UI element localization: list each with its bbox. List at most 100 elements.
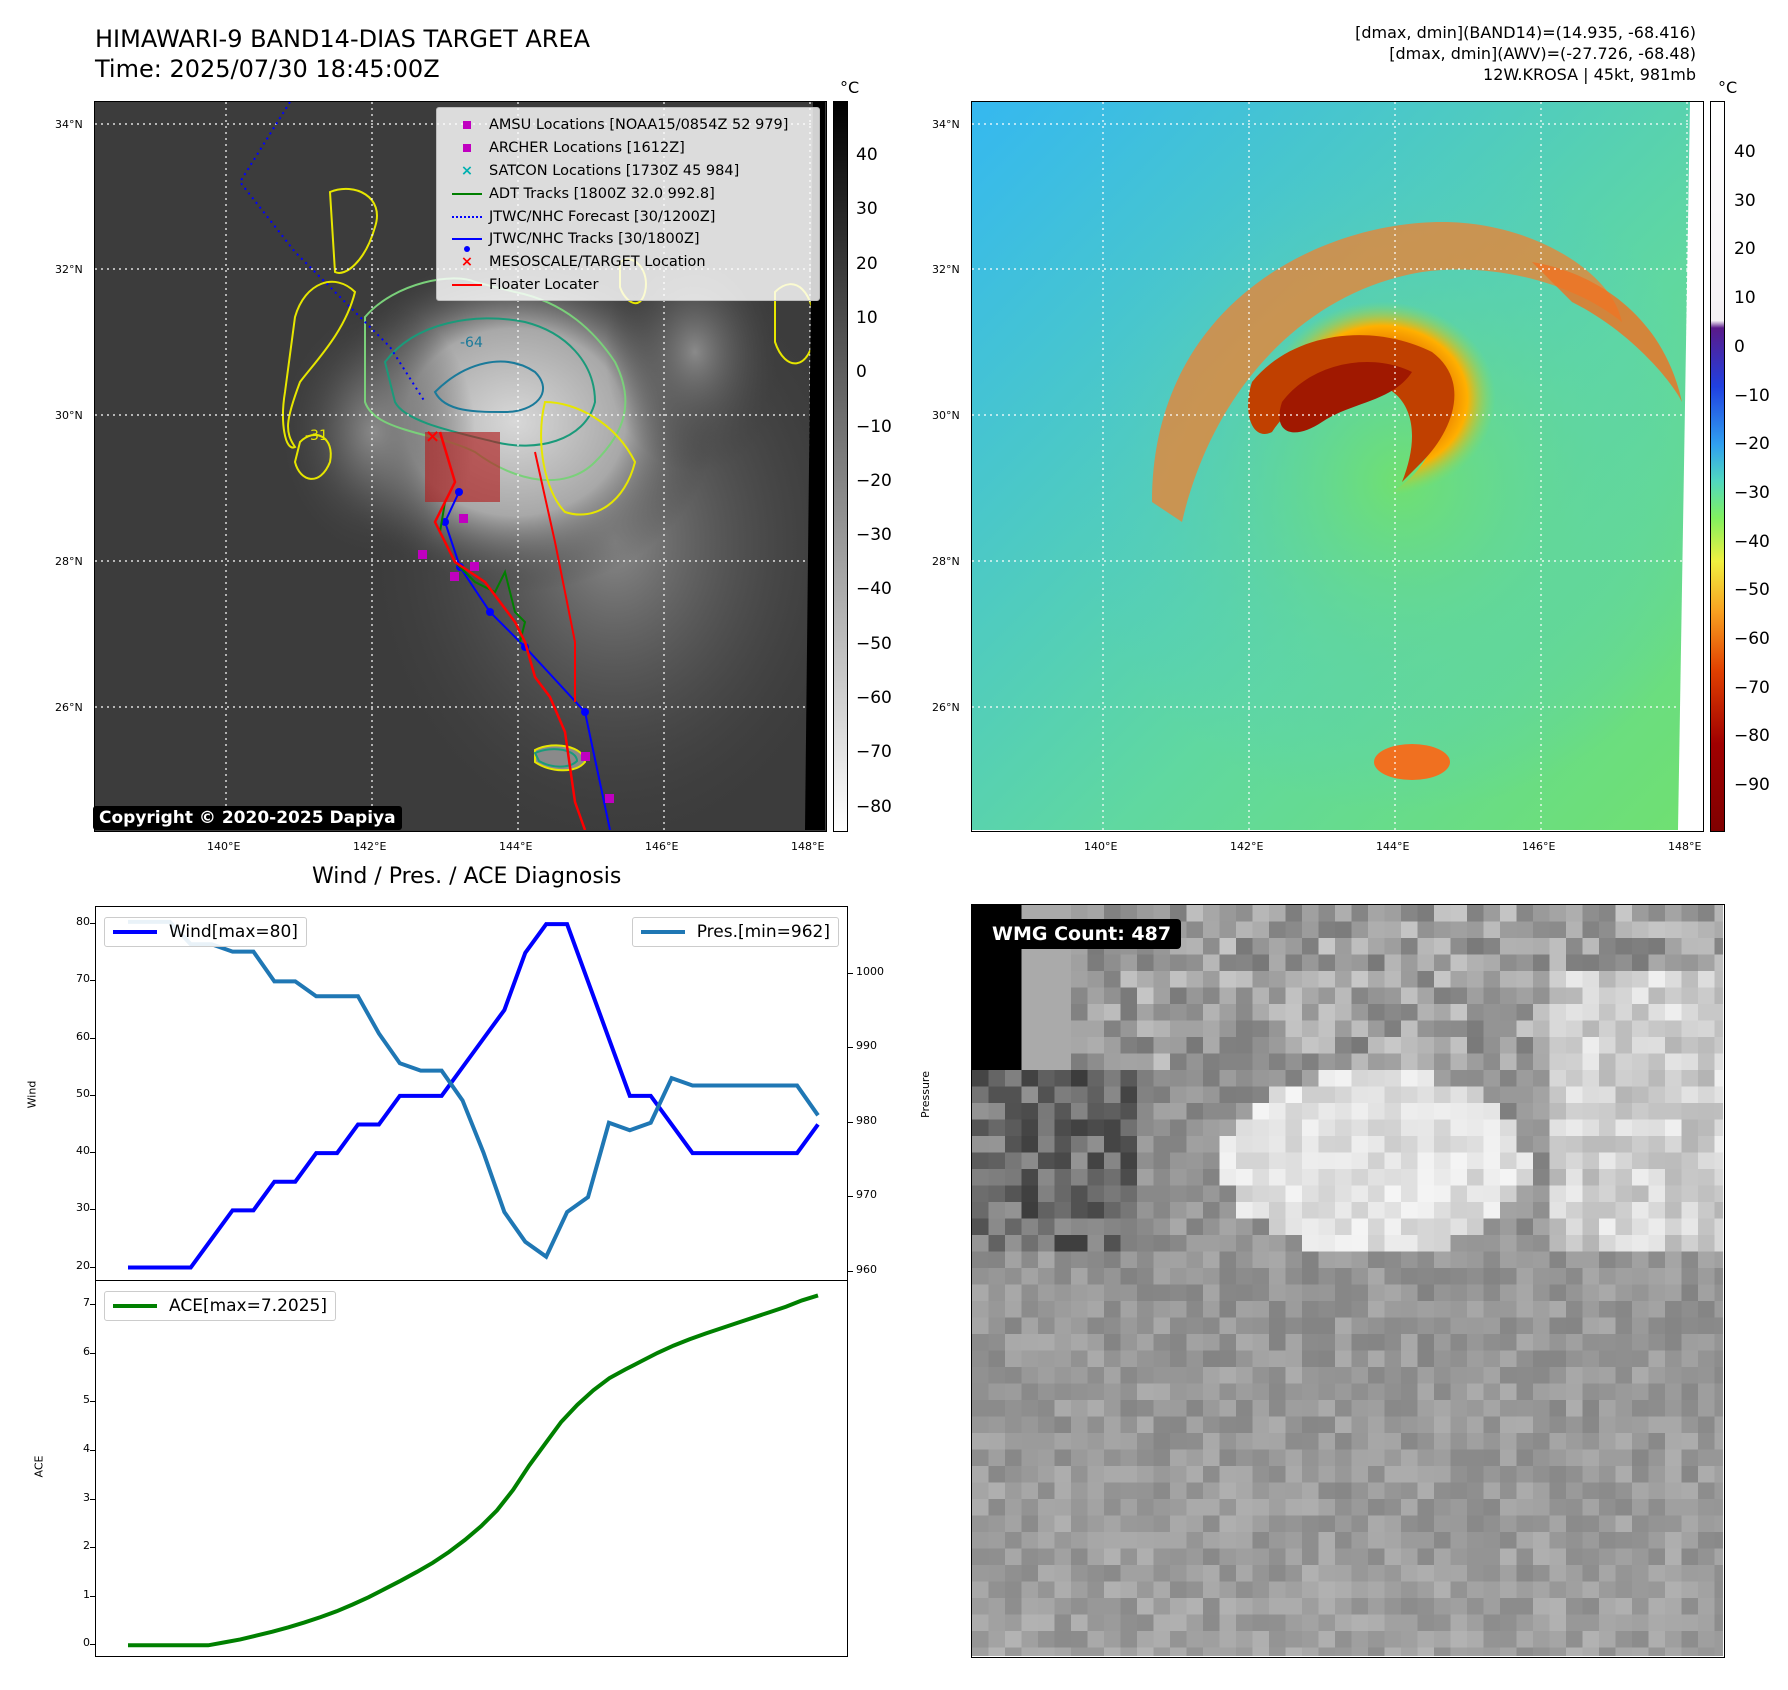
pres-y-tick-mark bbox=[848, 1196, 853, 1198]
pres-y-tick: 970 bbox=[856, 1188, 877, 1202]
ace-legend: ACE[max=7.2025] bbox=[104, 1291, 336, 1321]
legend-item-target: × MESOSCALE/TARGET Location bbox=[460, 254, 706, 271]
lat-label-26: 26°N bbox=[55, 701, 83, 714]
right-colorbar-tick: −90 bbox=[1734, 775, 1770, 796]
pres-legend: Pres.[min=962] bbox=[631, 917, 839, 947]
left-colorbar-tick: −50 bbox=[856, 633, 892, 654]
left-colorbar-tick: −40 bbox=[856, 579, 892, 600]
pres-y-tick: 990 bbox=[856, 1039, 877, 1053]
left-colorbar-tick: −70 bbox=[856, 742, 892, 763]
ace-y-tick: 4 bbox=[83, 1442, 90, 1455]
floater-locater-2 bbox=[534, 451, 576, 702]
contour-label-cold: -64 bbox=[460, 335, 483, 351]
pres-y-tick: 960 bbox=[856, 1262, 877, 1276]
wind-y-tick: 60 bbox=[76, 1029, 90, 1043]
lat-label-28: 28°N bbox=[55, 555, 83, 568]
lon-label-148: 148°E bbox=[791, 840, 825, 853]
wmg-count-badge: WMG Count: 487 bbox=[982, 919, 1182, 949]
legend-item-amsu: AMSU Locations [NOAA15/0854Z 52 979] bbox=[445, 114, 811, 137]
ace-y-tick: 3 bbox=[83, 1490, 90, 1504]
awv-lat-label-32: 32°N bbox=[932, 263, 960, 276]
left-colorbar-tick: 0 bbox=[856, 362, 867, 383]
wind-y-tick-mark bbox=[90, 1152, 95, 1154]
left-colorbar-tick: −10 bbox=[856, 416, 892, 437]
left-colorbar-tick: 20 bbox=[856, 253, 878, 274]
legend-item-adt: ADT Tracks [1800Z 32.0 992.8] bbox=[445, 182, 811, 205]
left-colorbar-unit: °C bbox=[840, 78, 860, 97]
wind-y-tick: 50 bbox=[76, 1086, 90, 1100]
ace-y-tick-mark bbox=[90, 1304, 95, 1306]
ace-y-tick: 0 bbox=[83, 1636, 90, 1650]
wind-legend: Wind[max=80] bbox=[104, 917, 307, 947]
left-colorbar bbox=[833, 101, 848, 832]
right-colorbar bbox=[1710, 101, 1725, 832]
pres-y-tick-mark bbox=[848, 1270, 853, 1272]
lon-label-144: 144°E bbox=[499, 840, 533, 853]
awv-lat-label-28: 28°N bbox=[932, 555, 960, 568]
wind-y-tick: 70 bbox=[76, 972, 90, 986]
awv-lat-label-30: 30°N bbox=[932, 409, 960, 422]
awv-gridlines bbox=[972, 102, 1702, 830]
contour-label-warm: -31 bbox=[305, 428, 328, 444]
left-colorbar-tick: −20 bbox=[856, 470, 892, 491]
figure-title: HIMAWARI-9 BAND14-DIAS TARGET AREA Time: … bbox=[95, 25, 591, 83]
left-colorbar-tick: 40 bbox=[856, 145, 878, 165]
right-colorbar-tick: −60 bbox=[1734, 629, 1770, 649]
wind-y-tick: 80 bbox=[76, 915, 90, 929]
pres-axis-label: Pressure bbox=[918, 1071, 932, 1118]
awv-lon-label-148: 148°E bbox=[1668, 840, 1702, 853]
legend-item-jtwc-forecast: JTWC/NHC Forecast [30/1200Z] bbox=[445, 205, 811, 228]
wmg-panel bbox=[971, 904, 1725, 1658]
awv-range: [dmax, dmin](AWV)=(-27.726, -68.48) bbox=[1389, 44, 1696, 63]
ace-y-tick-mark bbox=[90, 1352, 95, 1354]
ace-y-tick: 6 bbox=[83, 1344, 90, 1358]
wind-series-line bbox=[128, 922, 820, 1270]
awv-map-panel bbox=[971, 101, 1704, 832]
wind-y-tick-mark bbox=[90, 1094, 95, 1096]
storm-info: 12W.KROSA | 45kt, 981mb bbox=[1483, 65, 1696, 84]
right-colorbar-tick: −20 bbox=[1734, 434, 1770, 455]
right-colorbar-tick: −50 bbox=[1734, 580, 1770, 601]
lat-label-34: 34°N bbox=[55, 118, 83, 131]
right-colorbar-tick: −30 bbox=[1734, 482, 1770, 503]
awv-lon-label-146: 146°E bbox=[1522, 840, 1556, 853]
awv-lat-label-26: 26°N bbox=[932, 701, 960, 714]
wind-y-tick-mark bbox=[90, 1209, 95, 1211]
right-colorbar-tick: 30 bbox=[1734, 190, 1756, 211]
awv-lat-label-34: 34°N bbox=[932, 118, 960, 131]
right-colorbar-tick: 40 bbox=[1734, 142, 1756, 162]
legend-item-satcon: × SATCON Locations [1730Z 45 984] bbox=[460, 162, 740, 179]
wind-y-tick: 40 bbox=[76, 1144, 90, 1158]
diagnosis-title: Wind / Pres. / ACE Diagnosis bbox=[312, 864, 622, 889]
pres-y-tick: 980 bbox=[856, 1113, 877, 1127]
ace-y-tick-mark bbox=[90, 1547, 95, 1549]
map-legend: AMSU Locations [NOAA15/0854Z 52 979] ARC… bbox=[436, 107, 820, 302]
left-colorbar-tick: 10 bbox=[856, 307, 878, 328]
wind-y-tick-mark bbox=[90, 923, 95, 925]
left-colorbar-tick: −30 bbox=[856, 525, 892, 546]
ace-y-tick: 7 bbox=[83, 1296, 90, 1310]
intensity-info: [dmax, dmin](BAND14)=(14.935, -68.416) [… bbox=[1355, 22, 1696, 85]
legend-item-jtwc-tracks: JTWC/NHC Tracks [30/1800Z] bbox=[445, 228, 811, 253]
wind-axis-label: Wind bbox=[25, 1080, 39, 1109]
awv-lon-label-142: 142°E bbox=[1230, 840, 1264, 853]
band14-range: [dmax, dmin](BAND14)=(14.935, -68.416) bbox=[1355, 23, 1696, 42]
ace-y-tick-mark bbox=[90, 1498, 95, 1500]
wind-y-tick-mark bbox=[90, 1266, 95, 1268]
ace-y-tick-mark bbox=[90, 1450, 95, 1451]
pres-y-tick-mark bbox=[848, 1121, 853, 1123]
ace-y-tick-mark bbox=[90, 1401, 95, 1403]
pressure-series-line bbox=[128, 919, 820, 1260]
target-location-marker: × bbox=[425, 426, 440, 447]
right-colorbar-tick: 10 bbox=[1734, 288, 1756, 309]
right-colorbar-tick: −10 bbox=[1734, 385, 1770, 406]
right-colorbar-tick: −40 bbox=[1734, 531, 1770, 552]
ace-y-tick: 1 bbox=[83, 1587, 90, 1601]
legend-item-archer: ARCHER Locations [1612Z] bbox=[445, 137, 811, 160]
amsu-markers bbox=[418, 514, 614, 803]
wind-y-tick-mark bbox=[90, 1037, 95, 1039]
pres-y-tick-mark bbox=[848, 972, 853, 974]
ace-y-tick-mark bbox=[90, 1595, 95, 1597]
right-colorbar-unit: °C bbox=[1718, 78, 1738, 97]
wind-pres-plot bbox=[128, 919, 820, 1270]
